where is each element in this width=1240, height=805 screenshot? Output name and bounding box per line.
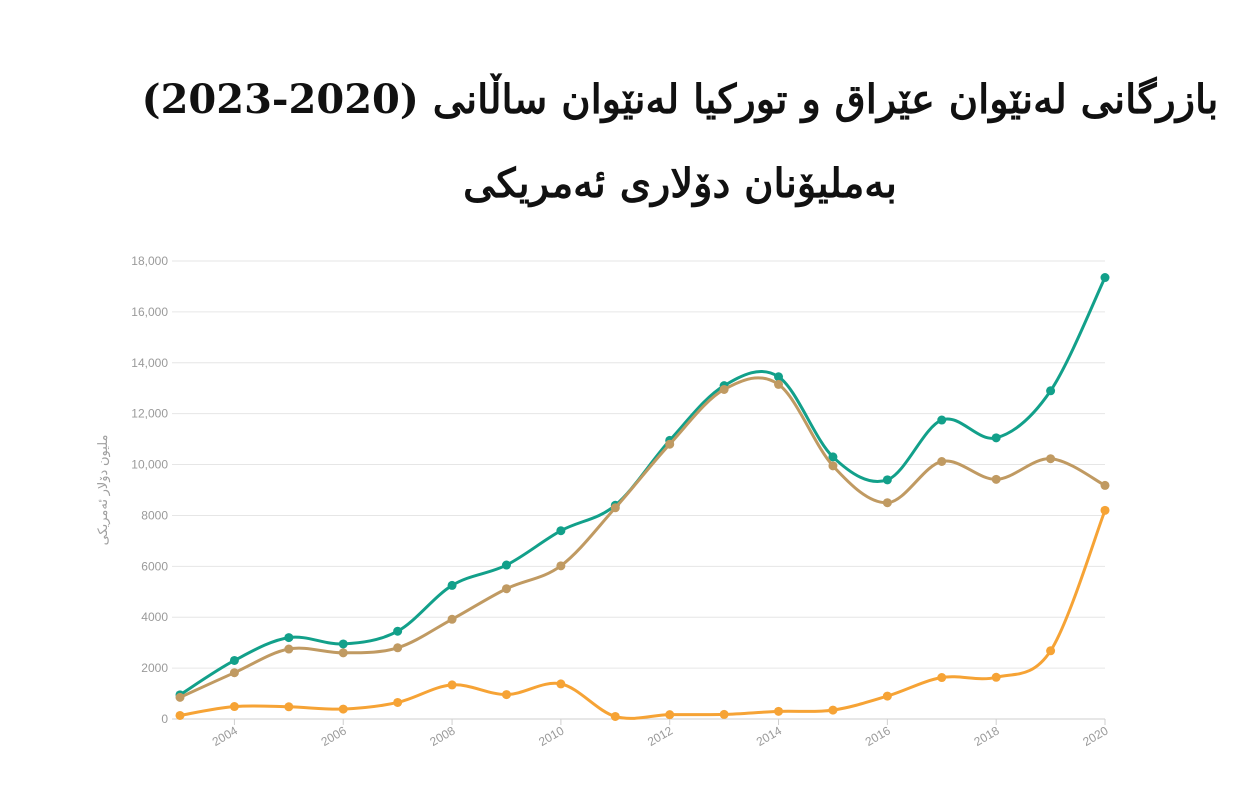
data-point-series-2 <box>501 584 511 594</box>
y-tick-label: 8000 <box>141 508 168 522</box>
data-point-series-2 <box>556 561 566 571</box>
y-tick-label: 0 <box>161 712 168 726</box>
data-point-series-1 <box>229 655 239 665</box>
series-line-3 <box>178 508 1107 720</box>
chart-title-line-2: بەملیۆنان دۆلاری ئەمریکی <box>463 160 897 207</box>
data-point-series-1 <box>937 415 947 425</box>
data-point-series-2 <box>719 384 729 394</box>
x-tick-label: 2020 <box>1080 723 1110 749</box>
x-tick-label: 2006 <box>319 723 349 749</box>
data-point-series-1 <box>1100 273 1110 283</box>
x-tick-label: 2012 <box>645 723 675 749</box>
data-point-series-2 <box>991 474 1001 484</box>
data-point-series-2 <box>937 457 947 467</box>
data-point-series-3 <box>1046 646 1056 656</box>
x-tick-label: 2004 <box>210 723 240 749</box>
data-point-series-3 <box>937 673 947 683</box>
y-tick-label: 16,000 <box>131 305 168 319</box>
data-point-series-1 <box>828 452 838 462</box>
data-point-series-3 <box>719 709 729 719</box>
data-point-series-2 <box>175 692 185 702</box>
data-point-series-2 <box>774 379 784 389</box>
data-point-series-3 <box>665 710 675 720</box>
data-point-series-1 <box>882 475 892 485</box>
data-point-series-2 <box>229 668 239 678</box>
data-point-series-1 <box>393 626 403 636</box>
x-tick-label: 2014 <box>754 723 784 749</box>
data-point-series-3 <box>447 680 457 690</box>
y-tick-label: 4000 <box>141 610 168 624</box>
data-point-series-3 <box>1100 505 1110 515</box>
data-point-series-3 <box>991 672 1001 682</box>
series-line-1 <box>178 276 1107 697</box>
chart-title: بازرگانی لەنێوان عێراق و تورکیا لەنێوان … <box>0 58 1240 226</box>
x-tick-label: 2010 <box>536 723 566 749</box>
chart-title-line-1: بازرگانی لەنێوان عێراق و تورکیا لەنێوان … <box>141 76 1219 123</box>
data-point-series-3 <box>610 711 620 721</box>
data-point-series-1 <box>991 433 1001 443</box>
y-tick-label: 18,000 <box>131 254 168 268</box>
x-tick-label: 2018 <box>972 723 1002 749</box>
y-tick-label: 14,000 <box>131 356 168 370</box>
y-tick-label: 12,000 <box>131 407 168 421</box>
data-point-series-2 <box>1046 454 1056 464</box>
data-point-series-1 <box>501 560 511 570</box>
data-point-series-2 <box>665 439 675 449</box>
x-tick-label: 2008 <box>427 723 457 749</box>
data-point-series-3 <box>229 702 239 712</box>
data-point-series-1 <box>774 372 784 382</box>
data-point-series-1 <box>556 526 566 536</box>
data-point-series-1 <box>284 633 294 643</box>
data-point-series-2 <box>828 461 838 471</box>
data-point-series-3 <box>393 697 403 707</box>
data-point-series-3 <box>501 690 511 700</box>
data-point-series-2 <box>393 643 403 653</box>
data-point-series-3 <box>774 706 784 716</box>
x-tick-label: 2016 <box>863 723 893 749</box>
data-point-series-2 <box>610 503 620 513</box>
y-axis-title: ملیون دۆلار ئەمریکی <box>95 435 111 546</box>
data-point-series-2 <box>338 648 348 658</box>
data-point-series-2 <box>284 644 294 654</box>
data-point-series-1 <box>447 580 457 590</box>
y-tick-label: 2000 <box>141 661 168 675</box>
data-point-series-2 <box>447 614 457 624</box>
data-point-series-3 <box>284 702 294 712</box>
data-point-series-3 <box>175 710 185 720</box>
data-point-series-2 <box>1100 480 1110 490</box>
y-tick-label: 10,000 <box>131 458 168 472</box>
data-point-series-3 <box>882 691 892 701</box>
data-point-series-3 <box>338 704 348 714</box>
y-tick-label: 6000 <box>141 559 168 573</box>
data-point-series-1 <box>338 639 348 649</box>
data-point-series-3 <box>828 705 838 715</box>
data-point-series-2 <box>882 498 892 508</box>
data-point-series-3 <box>556 679 566 689</box>
data-point-series-1 <box>1046 386 1056 396</box>
